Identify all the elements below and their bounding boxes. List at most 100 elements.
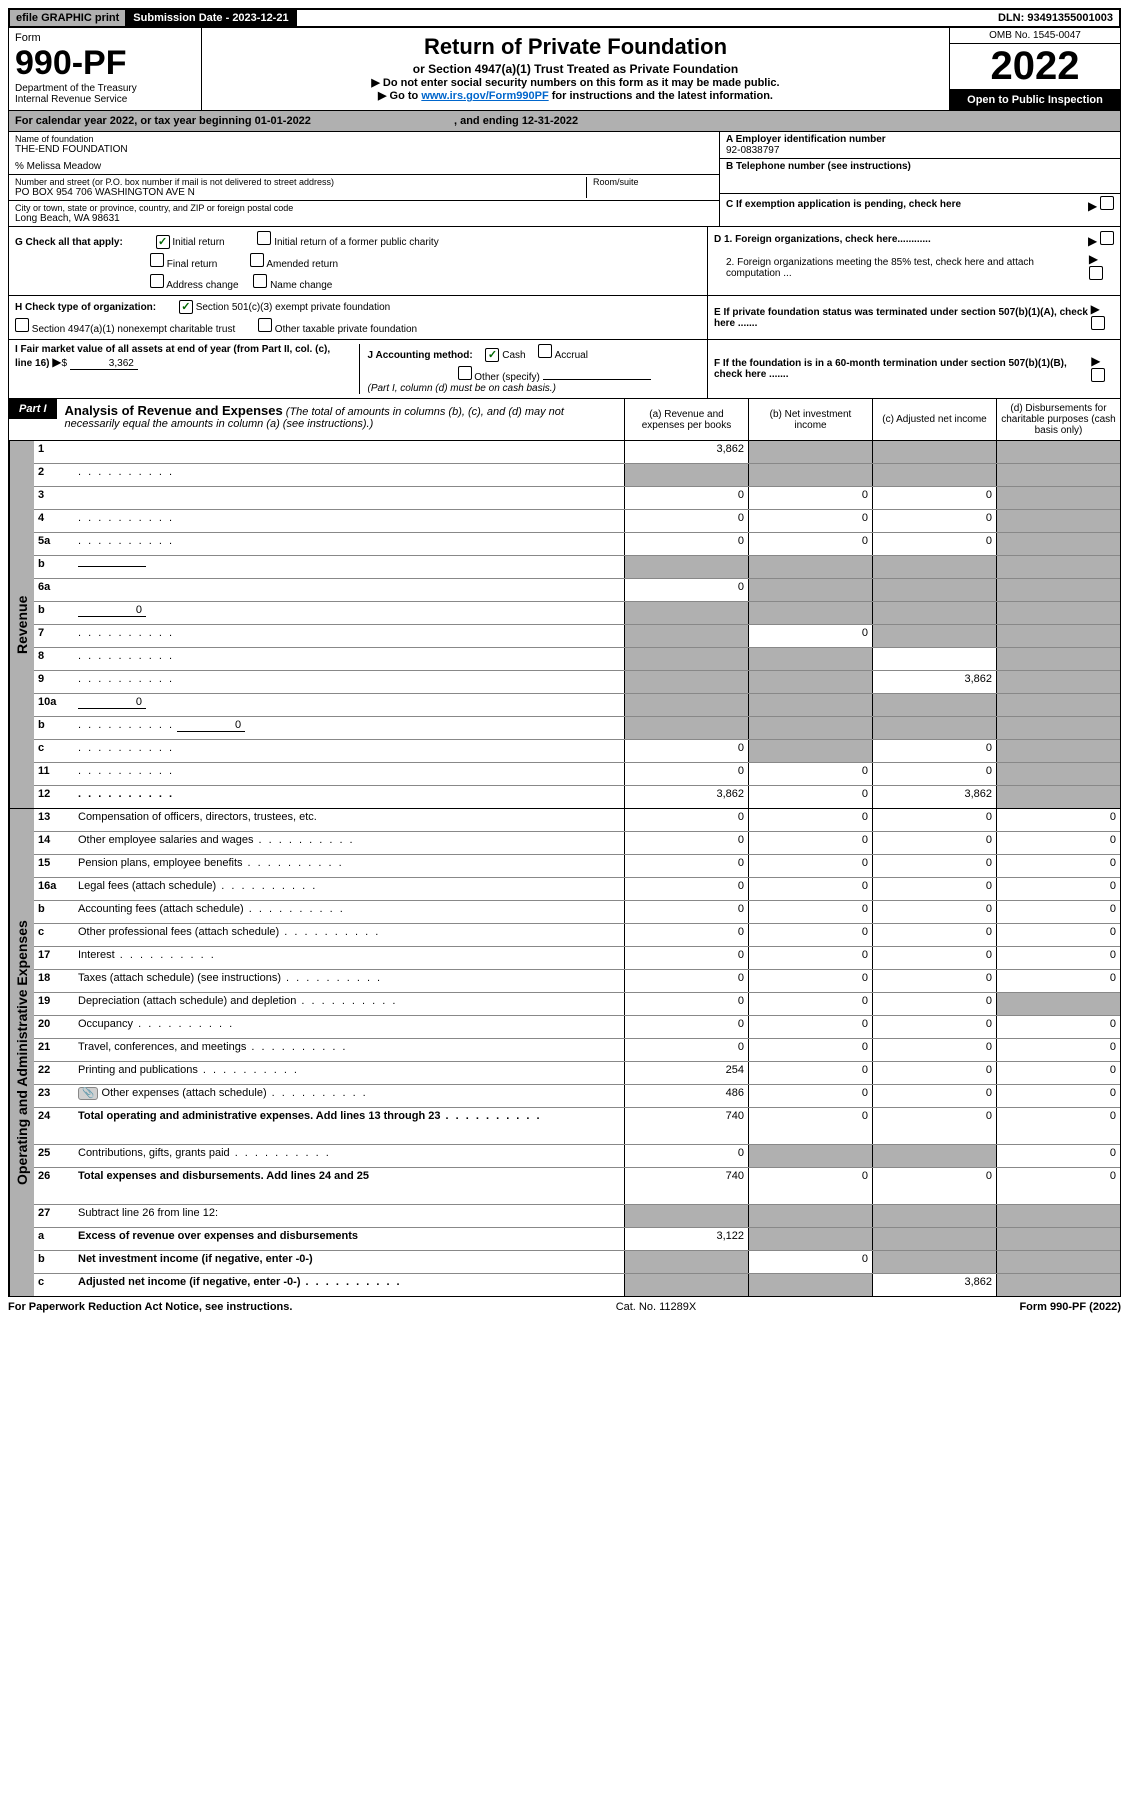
form-title: Return of Private Foundation: [206, 34, 945, 60]
footer-left: For Paperwork Reduction Act Notice, see …: [8, 1301, 292, 1313]
row-desc: [74, 625, 624, 647]
form-link[interactable]: www.irs.gov/Form990PF: [421, 90, 548, 102]
row-desc: [74, 671, 624, 693]
row-number: 2: [34, 464, 74, 486]
i-j-block: I Fair market value of all assets at end…: [9, 340, 707, 398]
cell-value: 0: [996, 832, 1120, 854]
row-number: c: [34, 740, 74, 762]
checkbox-4947[interactable]: [15, 318, 29, 332]
row-desc: [74, 556, 624, 578]
checkbox-c[interactable]: [1100, 196, 1114, 210]
revenue-table: Revenue 13,8622300040005a000b 6a0b 07089…: [8, 441, 1121, 809]
checkbox-cash[interactable]: ✓: [485, 348, 499, 362]
cell-value: 0: [996, 924, 1120, 946]
checkbox-address[interactable]: [150, 274, 164, 288]
table-row: 13Compensation of officers, directors, t…: [34, 809, 1120, 832]
schedule-icon[interactable]: 📎: [78, 1087, 98, 1100]
cell-value: [996, 487, 1120, 509]
open-public: Open to Public Inspection: [950, 90, 1120, 110]
tax-year: 2022: [950, 44, 1120, 90]
cell-value: [872, 717, 996, 739]
checkbox-accrual[interactable]: [538, 344, 552, 358]
c-pending: C If exemption application is pending, c…: [720, 194, 1120, 215]
cell-value: 0: [748, 1251, 872, 1273]
cell-value: 0: [748, 1039, 872, 1061]
cell-value: [624, 671, 748, 693]
cell-value: 3,862: [872, 671, 996, 693]
checkbox-initial[interactable]: ✓: [156, 235, 170, 249]
dept: Department of the Treasury: [15, 83, 195, 94]
col-c: (c) Adjusted net income: [872, 399, 996, 440]
row-number: c: [34, 1274, 74, 1296]
row-number: 16a: [34, 878, 74, 900]
cell-value: [748, 602, 872, 624]
cell-value: [624, 1251, 748, 1273]
cell-value: 0: [624, 763, 748, 785]
table-row: aExcess of revenue over expenses and dis…: [34, 1228, 1120, 1251]
checkbox-other-method[interactable]: [458, 366, 472, 380]
cell-value: 0: [624, 510, 748, 532]
row-desc: Adjusted net income (if negative, enter …: [74, 1274, 624, 1296]
checkbox-f[interactable]: [1091, 368, 1105, 382]
cell-value: 0: [624, 809, 748, 831]
d-foreign: D 1. Foreign organizations, check here..…: [707, 227, 1120, 295]
row-desc: [74, 740, 624, 762]
cell-value: 0: [996, 878, 1120, 900]
cell-value: 0: [748, 901, 872, 923]
checkbox-e[interactable]: [1091, 316, 1105, 330]
checkbox-amended[interactable]: [250, 253, 264, 267]
cell-value: [996, 1205, 1120, 1227]
table-row: 3000: [34, 487, 1120, 510]
cell-value: 0: [624, 1145, 748, 1167]
cell-value: 0: [748, 1108, 872, 1144]
cell-value: 0: [748, 855, 872, 877]
cell-value: [748, 1274, 872, 1296]
table-row: 23📎 Other expenses (attach schedule)4860…: [34, 1085, 1120, 1108]
table-row: 14Other employee salaries and wages0000: [34, 832, 1120, 855]
cell-value: [872, 648, 996, 670]
cell-value: 0: [748, 1085, 872, 1107]
table-row: cAdjusted net income (if negative, enter…: [34, 1274, 1120, 1296]
efile-label[interactable]: efile GRAPHIC print: [10, 10, 127, 26]
cell-value: [748, 1145, 872, 1167]
table-row: 26Total expenses and disbursements. Add …: [34, 1168, 1120, 1205]
cell-value: 0: [872, 763, 996, 785]
checkbox-other-taxable[interactable]: [258, 318, 272, 332]
cell-value: [748, 464, 872, 486]
cell-value: [624, 717, 748, 739]
expenses-label: Operating and Administrative Expenses: [9, 809, 34, 1296]
cell-value: [996, 625, 1120, 647]
cell-value: 0: [872, 855, 996, 877]
row-desc: Accounting fees (attach schedule): [74, 901, 624, 923]
cell-value: 486: [624, 1085, 748, 1107]
row-desc: 📎 Other expenses (attach schedule): [74, 1085, 624, 1107]
cell-value: [996, 786, 1120, 808]
cell-value: 0: [624, 579, 748, 601]
checkbox-name[interactable]: [253, 274, 267, 288]
checkbox-final[interactable]: [150, 253, 164, 267]
row-number: 7: [34, 625, 74, 647]
cell-value: [748, 1205, 872, 1227]
form-header: Form 990-PF Department of the Treasury I…: [8, 28, 1121, 111]
row-number: b: [34, 556, 74, 578]
fmv-value: 3,362: [70, 358, 138, 370]
cell-value: [872, 464, 996, 486]
table-row: 24Total operating and administrative exp…: [34, 1108, 1120, 1145]
row-desc: [74, 648, 624, 670]
header-right: OMB No. 1545-0047 2022 Open to Public In…: [949, 28, 1120, 110]
cell-value: 740: [624, 1108, 748, 1144]
table-row: 6a0: [34, 579, 1120, 602]
row-desc: Travel, conferences, and meetings: [74, 1039, 624, 1061]
cell-value: 0: [624, 924, 748, 946]
row-number: 11: [34, 763, 74, 785]
checkbox-d2[interactable]: [1089, 266, 1103, 280]
table-row: bNet investment income (if negative, ent…: [34, 1251, 1120, 1274]
table-row: 4000: [34, 510, 1120, 533]
checkbox-d1[interactable]: [1100, 231, 1114, 245]
cell-value: 0: [748, 487, 872, 509]
row-number: 13: [34, 809, 74, 831]
checkbox-initial-former[interactable]: [257, 231, 271, 245]
cell-value: 0: [872, 993, 996, 1015]
header-left: Form 990-PF Department of the Treasury I…: [9, 28, 202, 110]
checkbox-501c3[interactable]: ✓: [179, 300, 193, 314]
